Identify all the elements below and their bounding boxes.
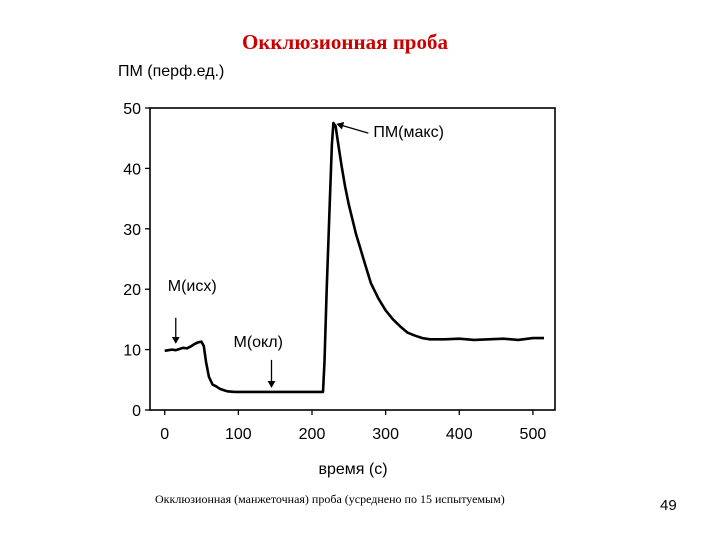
plot-frame [149, 107, 556, 411]
slide-title: Окклюзионная проба [242, 30, 448, 54]
page-number: 49 [660, 497, 677, 514]
x-tick-label: 100 [225, 426, 252, 443]
y-tick-label: 40 [123, 161, 141, 178]
annotation-label: ПМ(макс) [373, 124, 444, 141]
x-axis-label: время (с) [318, 461, 387, 478]
y-tick-label: 10 [123, 343, 141, 360]
annotation-label: М(окл) [234, 334, 283, 351]
y-tick-label: 50 [123, 101, 141, 118]
x-tick-label: 200 [299, 426, 326, 443]
x-tick-label: 300 [372, 426, 399, 443]
chart-caption: Окклюзионная (манжеточная) проба (усредн… [155, 492, 505, 506]
x-tick-label: 0 [160, 426, 169, 443]
series-line-1 [164, 121, 544, 394]
y-tick-label: 0 [132, 403, 141, 420]
x-tick-label: 400 [446, 426, 473, 443]
annotation-label: М(исх) [168, 278, 217, 295]
y-tick-label: 20 [123, 282, 141, 299]
annotation-arrow [336, 121, 369, 134]
y-axis-label: ПМ (перф.ед.) [118, 63, 224, 80]
y-tick-label: 30 [123, 222, 141, 239]
x-tick-label: 500 [520, 426, 547, 443]
